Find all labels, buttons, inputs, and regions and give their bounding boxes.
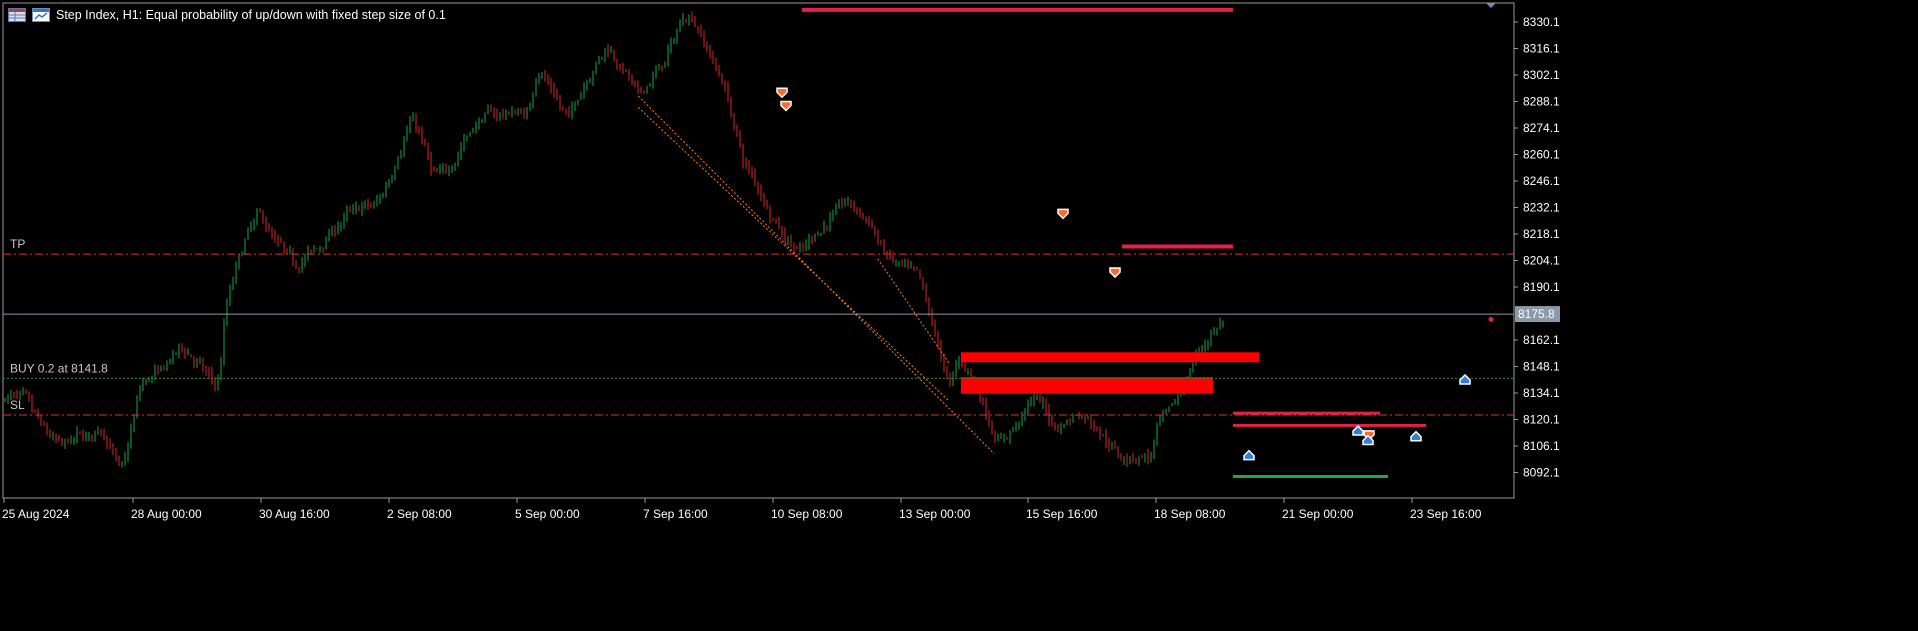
x-tick-label: 23 Sep 16:00 — [1410, 507, 1482, 521]
y-tick-label: 8218.1 — [1523, 227, 1560, 241]
chart-header: Step Index, H1: Equal probability of up/… — [8, 6, 446, 24]
x-tick-label: 30 Aug 16:00 — [259, 507, 330, 521]
x-tick-label: 2 Sep 08:00 — [387, 507, 452, 521]
x-tick-label: 7 Sep 16:00 — [643, 507, 708, 521]
sell-arrow-icon[interactable] — [780, 100, 792, 112]
y-tick-label: 8302.1 — [1523, 68, 1560, 82]
table-icon[interactable] — [8, 8, 26, 22]
shift-marker-icon[interactable] — [1486, 3, 1496, 8]
candles — [4, 11, 1224, 468]
x-tick-label: 28 Aug 00:00 — [131, 507, 202, 521]
buy-arrow-icon[interactable] — [1410, 430, 1422, 442]
buy-arrow-icon[interactable] — [1352, 424, 1364, 436]
y-tick-label: 8288.1 — [1523, 95, 1560, 109]
y-tick-label: 8134.1 — [1523, 386, 1560, 400]
sell-arrow-icon[interactable] — [1109, 267, 1121, 279]
y-tick-label: 8204.1 — [1523, 254, 1560, 268]
y-tick-label: 8274.1 — [1523, 121, 1560, 135]
y-tick-label: 8190.1 — [1523, 280, 1560, 294]
y-tick-label: 8148.1 — [1523, 360, 1560, 374]
x-tick-label: 21 Sep 00:00 — [1282, 507, 1354, 521]
supply-zone[interactable] — [960, 352, 1259, 363]
y-tick-label: 8106.1 — [1523, 439, 1560, 453]
sell-arrow-icon[interactable] — [1057, 208, 1069, 220]
x-tick-label: 5 Sep 00:00 — [515, 507, 580, 521]
plot-frame — [2, 2, 1515, 499]
x-tick-label: 18 Sep 08:00 — [1154, 507, 1226, 521]
last-price-dot — [1488, 316, 1494, 322]
x-tick-label: 25 Aug 2024 — [2, 507, 70, 521]
buy-label: BUY 0.2 at 8141.8 — [10, 361, 108, 375]
x-tick-label: 10 Sep 08:00 — [771, 507, 843, 521]
chart-title: Step Index, H1: Equal probability of up/… — [56, 8, 446, 22]
buy-arrow-icon[interactable] — [1459, 373, 1471, 385]
x-tick-label: 13 Sep 00:00 — [899, 507, 971, 521]
y-tick-label: 8260.1 — [1523, 148, 1560, 162]
y-tick-label: 8316.1 — [1523, 42, 1560, 56]
current-price-box — [1515, 306, 1560, 323]
y-tick-label: 8120.1 — [1523, 413, 1560, 427]
y-tick-label: 8092.1 — [1523, 466, 1560, 480]
x-tick-label: 15 Sep 16:00 — [1026, 507, 1098, 521]
y-tick-label: 8162.1 — [1523, 333, 1560, 347]
y-tick-label: 8232.1 — [1523, 201, 1560, 215]
current-price-label: 8175.8 — [1518, 307, 1555, 321]
sell-arrow-icon[interactable] — [1363, 430, 1375, 441]
trend-line[interactable] — [877, 258, 950, 364]
y-tick-label: 8246.1 — [1523, 174, 1560, 188]
buy-arrow-icon[interactable] — [1362, 434, 1374, 446]
y-tick-label: 8330.1 — [1523, 15, 1560, 29]
sl-label: SL — [10, 398, 25, 412]
sell-arrow-icon[interactable] — [776, 87, 788, 99]
buy-arrow-icon[interactable] — [1243, 449, 1255, 461]
supply-zone[interactable] — [960, 377, 1213, 394]
chart-window-icon[interactable] — [32, 8, 50, 22]
tp-label: TP — [10, 237, 25, 251]
